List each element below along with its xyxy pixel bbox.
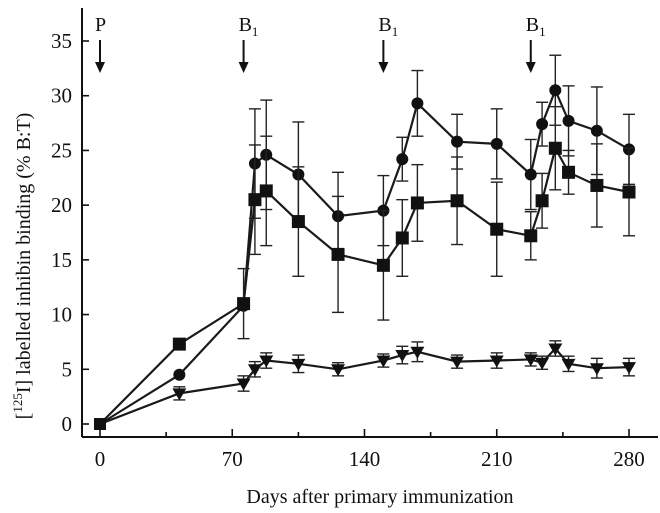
data-point (548, 343, 563, 356)
data-point (396, 153, 409, 166)
data-point (536, 118, 549, 131)
annotation-label: B1 (239, 14, 259, 39)
x-tick-label: 280 (613, 447, 645, 471)
x-tick-label: 0 (95, 447, 106, 471)
data-point (489, 355, 504, 368)
data-point (376, 258, 390, 272)
data-point (524, 168, 537, 181)
y-axis-title-suffix: I] labelled inhibin binding (% B:T) (13, 113, 35, 394)
y-tick-label: 0 (62, 412, 73, 436)
series-square (94, 105, 636, 430)
y-tick-label: 30 (51, 84, 72, 108)
annotation: P (95, 14, 106, 73)
data-point (411, 97, 424, 110)
annotation-text: B (378, 14, 391, 36)
data-point (622, 185, 636, 199)
annotation-text: B (526, 14, 539, 36)
y-tick-label: 5 (62, 357, 73, 381)
annotation-arrow-head (525, 62, 536, 73)
x-axis-title: Days after primary immunization (246, 486, 513, 508)
annotation: B1 (525, 14, 546, 73)
data-point (590, 124, 603, 137)
y-axis-title-prefix: [ (13, 413, 35, 420)
data-point (291, 215, 305, 229)
data-point (590, 178, 604, 192)
data-point (259, 355, 274, 368)
data-point (94, 418, 106, 430)
series-circle (94, 54, 635, 430)
data-point (248, 193, 262, 207)
data-point (589, 363, 604, 376)
data-point (237, 297, 251, 311)
y-axis-title: [125I] labelled inhibin binding (% B:T) (10, 113, 35, 420)
immunization-annotations: P B1 B1 B1 (95, 14, 546, 73)
data-point (172, 388, 187, 401)
x-tick-label: 70 (222, 447, 243, 471)
data-point (548, 141, 562, 155)
data-point (535, 194, 549, 208)
data-point (490, 222, 504, 236)
series-layer (94, 54, 636, 430)
y-tick-label: 10 (51, 303, 72, 327)
annotation-text: B (239, 14, 252, 36)
data-point (331, 364, 346, 377)
data-point (376, 355, 391, 368)
data-point (410, 346, 425, 359)
x-tick-label: 210 (481, 447, 513, 471)
data-point (247, 364, 262, 377)
data-point (395, 231, 409, 245)
data-point (523, 354, 538, 367)
data-point (236, 378, 251, 391)
x-tick-label: 140 (349, 447, 381, 471)
y-axis-title-superscript: 125 (10, 393, 25, 413)
data-point (450, 194, 464, 208)
annotation-label: B1 (526, 14, 546, 39)
y-tick-label: 20 (51, 193, 72, 217)
data-point (549, 84, 562, 97)
data-point (259, 184, 273, 198)
annotation-label: P (95, 14, 106, 36)
annotation: B1 (378, 14, 398, 73)
y-tick-label: 25 (51, 138, 72, 162)
data-point (490, 137, 503, 150)
annotation-subscript: 1 (539, 24, 546, 39)
data-point (172, 337, 186, 351)
data-point (395, 350, 410, 363)
data-point (410, 196, 424, 210)
data-point (331, 247, 345, 261)
data-point (562, 165, 576, 179)
data-point (291, 358, 306, 371)
annotation-subscript: 1 (392, 24, 399, 39)
annotation-arrow-head (238, 62, 249, 73)
annotation-arrow-head (378, 62, 389, 73)
annotation-label: B1 (378, 14, 398, 39)
annotation: B1 (238, 14, 259, 73)
data-point (535, 357, 550, 370)
data-point (562, 114, 575, 127)
data-point (173, 368, 186, 381)
axes: 0 5 10 15 20 25 30 35 0 70 140 210 280 (51, 8, 658, 471)
y-tick-label: 35 (51, 29, 72, 53)
annotation-subscript: 1 (252, 24, 258, 39)
y-tick-label: 15 (51, 248, 72, 272)
data-point (622, 362, 636, 375)
data-point (451, 135, 464, 148)
annotation-arrow-head (95, 62, 105, 73)
data-point (524, 229, 538, 243)
annotation-text: P (95, 14, 106, 36)
series-triangle-down (94, 340, 636, 430)
data-point (450, 356, 465, 369)
data-point (561, 358, 576, 371)
